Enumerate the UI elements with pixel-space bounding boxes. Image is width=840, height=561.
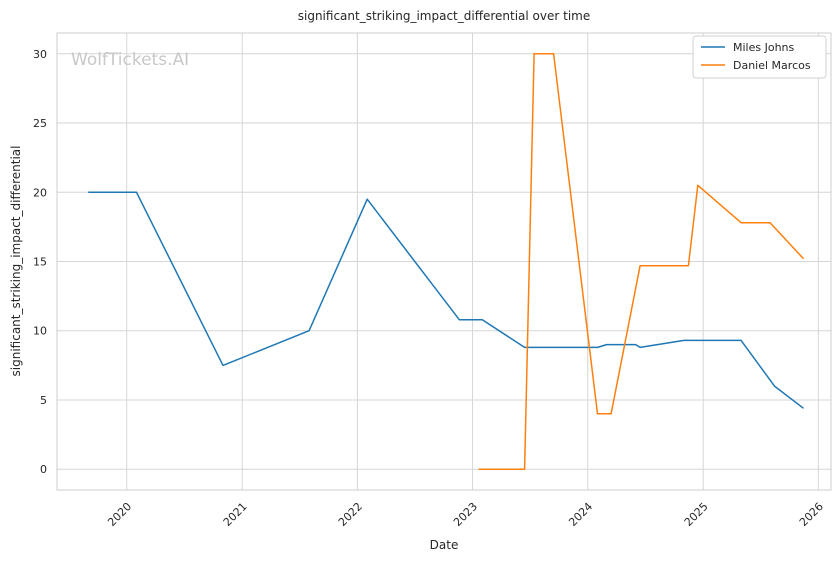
plot-frame (56, 32, 832, 491)
y-axis-label: significant_striking_impact_differential (9, 146, 23, 377)
series-line-1 (88, 191, 804, 409)
chart-title: significant_striking_impact_differential… (298, 9, 590, 23)
watermark: WolfTickets.AI (71, 50, 189, 70)
y-tick-label: 15 (33, 256, 47, 269)
y-tick-label: 0 (40, 463, 47, 476)
legend-box (692, 35, 827, 79)
y-tick-label: 5 (40, 394, 47, 407)
y-tick-label: 10 (33, 325, 47, 338)
series-lines (88, 53, 805, 470)
legend: Miles Johns Daniel Marcos (692, 35, 827, 79)
y-tick-label: 25 (33, 117, 47, 130)
legend-label: Daniel Marcos (733, 59, 811, 72)
x-axis-label: Date (430, 538, 459, 552)
y-tick-label: 30 (33, 48, 47, 61)
y-tick-label: 20 (33, 186, 47, 199)
legend-label: Miles Johns (733, 41, 795, 54)
series-line-2 (478, 53, 805, 470)
